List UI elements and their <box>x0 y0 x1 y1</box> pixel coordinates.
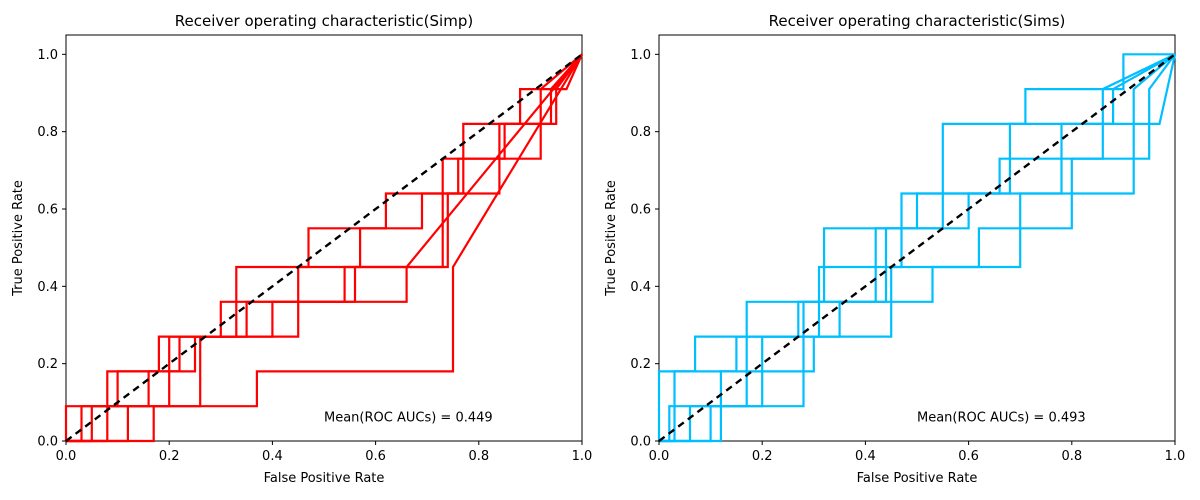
roc-panel-simp: 0.0 0.2 0.4 0.6 0.8 1.0 0.0 0.2 0.4 0.6 0.8 1.0 Rec… <box>11 12 592 486</box>
y-axis-label: True Positive Rate <box>11 180 26 297</box>
y-tick-label: 0.4 <box>630 280 651 295</box>
x-tick-label: 0.4 <box>855 449 876 464</box>
y-tick-label: 1.0 <box>630 48 651 63</box>
x-tick-label: 0.4 <box>262 449 283 464</box>
x-tick-label: 0.2 <box>159 449 180 464</box>
plot-frame <box>658 34 1176 442</box>
y-tick-label: 0.8 <box>630 125 651 140</box>
x-axis-label: False Positive Rate <box>264 471 385 486</box>
mean-auc-annotation: Mean(ROC AUCs) = 0.493 <box>917 411 1086 426</box>
mean-auc-annotation: Mean(ROC AUCs) = 0.449 <box>324 411 493 426</box>
roc-curve-4 <box>64 53 584 441</box>
chart-title: Receiver operating characteristic(Simp) <box>175 12 473 30</box>
x-tick-label: 1.0 <box>572 449 593 464</box>
y-tick-label: 0.2 <box>630 357 651 372</box>
x-tick-label: 0.8 <box>1061 449 1082 464</box>
x-tick-label: 1.0 <box>1165 449 1186 464</box>
roc-panel-sims: 0.0 0.2 0.4 0.6 0.8 1.0 0.0 0.2 0.4 0.6 0.8 1.0 Rec… <box>604 12 1185 486</box>
x-tick-label: 0.2 <box>752 449 773 464</box>
y-tick-label: 1.0 <box>37 48 58 63</box>
y-tick-label: 0.8 <box>37 125 58 140</box>
chance-diagonal-line <box>65 53 583 442</box>
chance-diagonal-line <box>658 53 1176 442</box>
plot-frame <box>65 34 583 442</box>
roc-curve-6 <box>66 53 583 443</box>
roc-curve-1 <box>66 53 583 443</box>
x-tick-label: 0.8 <box>468 449 489 464</box>
y-tick-label: 0.2 <box>37 357 58 372</box>
curves-layer <box>64 53 584 443</box>
roc-curve-2 <box>66 53 583 443</box>
y-axis-label: True Positive Rate <box>604 180 619 297</box>
roc-curve-5 <box>659 53 1176 443</box>
x-tick-label: 0.6 <box>958 449 979 464</box>
y-tick-label: 0.0 <box>37 435 58 450</box>
y-tick-label: 0.0 <box>630 435 651 450</box>
x-axis-label: False Positive Rate <box>857 471 978 486</box>
ticks-layer: 0.0 0.2 0.4 0.6 0.8 1.0 0.0 0.2 0.4 0.6 0.8 1.0 <box>630 48 1185 464</box>
x-tick-label: 0.0 <box>649 449 670 464</box>
y-tick-label: 0.6 <box>630 203 651 218</box>
x-tick-label: 0.6 <box>365 449 386 464</box>
roc-curve-6 <box>659 53 1176 443</box>
y-tick-label: 0.6 <box>37 203 58 218</box>
roc-curve-2 <box>657 54 1177 441</box>
curves-layer <box>657 53 1177 443</box>
chart-title: Receiver operating characteristic(Sims) <box>769 12 1066 30</box>
ticks-layer: 0.0 0.2 0.4 0.6 0.8 1.0 0.0 0.2 0.4 0.6 0.8 1.0 <box>37 48 592 464</box>
x-tick-label: 0.0 <box>56 449 77 464</box>
y-tick-label: 0.4 <box>37 280 58 295</box>
